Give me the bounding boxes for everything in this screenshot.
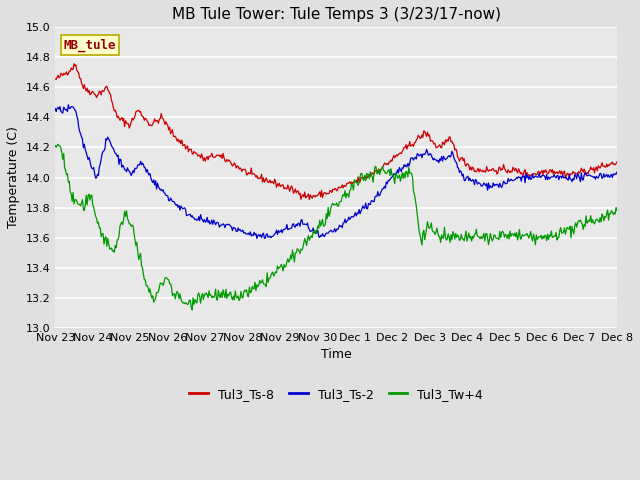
Title: MB Tule Tower: Tule Temps 3 (3/23/17-now): MB Tule Tower: Tule Temps 3 (3/23/17-now…	[172, 7, 500, 22]
X-axis label: Time: Time	[321, 348, 351, 361]
Y-axis label: Temperature (C): Temperature (C)	[7, 127, 20, 228]
Text: MB_tule: MB_tule	[63, 38, 116, 52]
Legend: Tul3_Ts-8, Tul3_Ts-2, Tul3_Tw+4: Tul3_Ts-8, Tul3_Ts-2, Tul3_Tw+4	[184, 383, 488, 406]
